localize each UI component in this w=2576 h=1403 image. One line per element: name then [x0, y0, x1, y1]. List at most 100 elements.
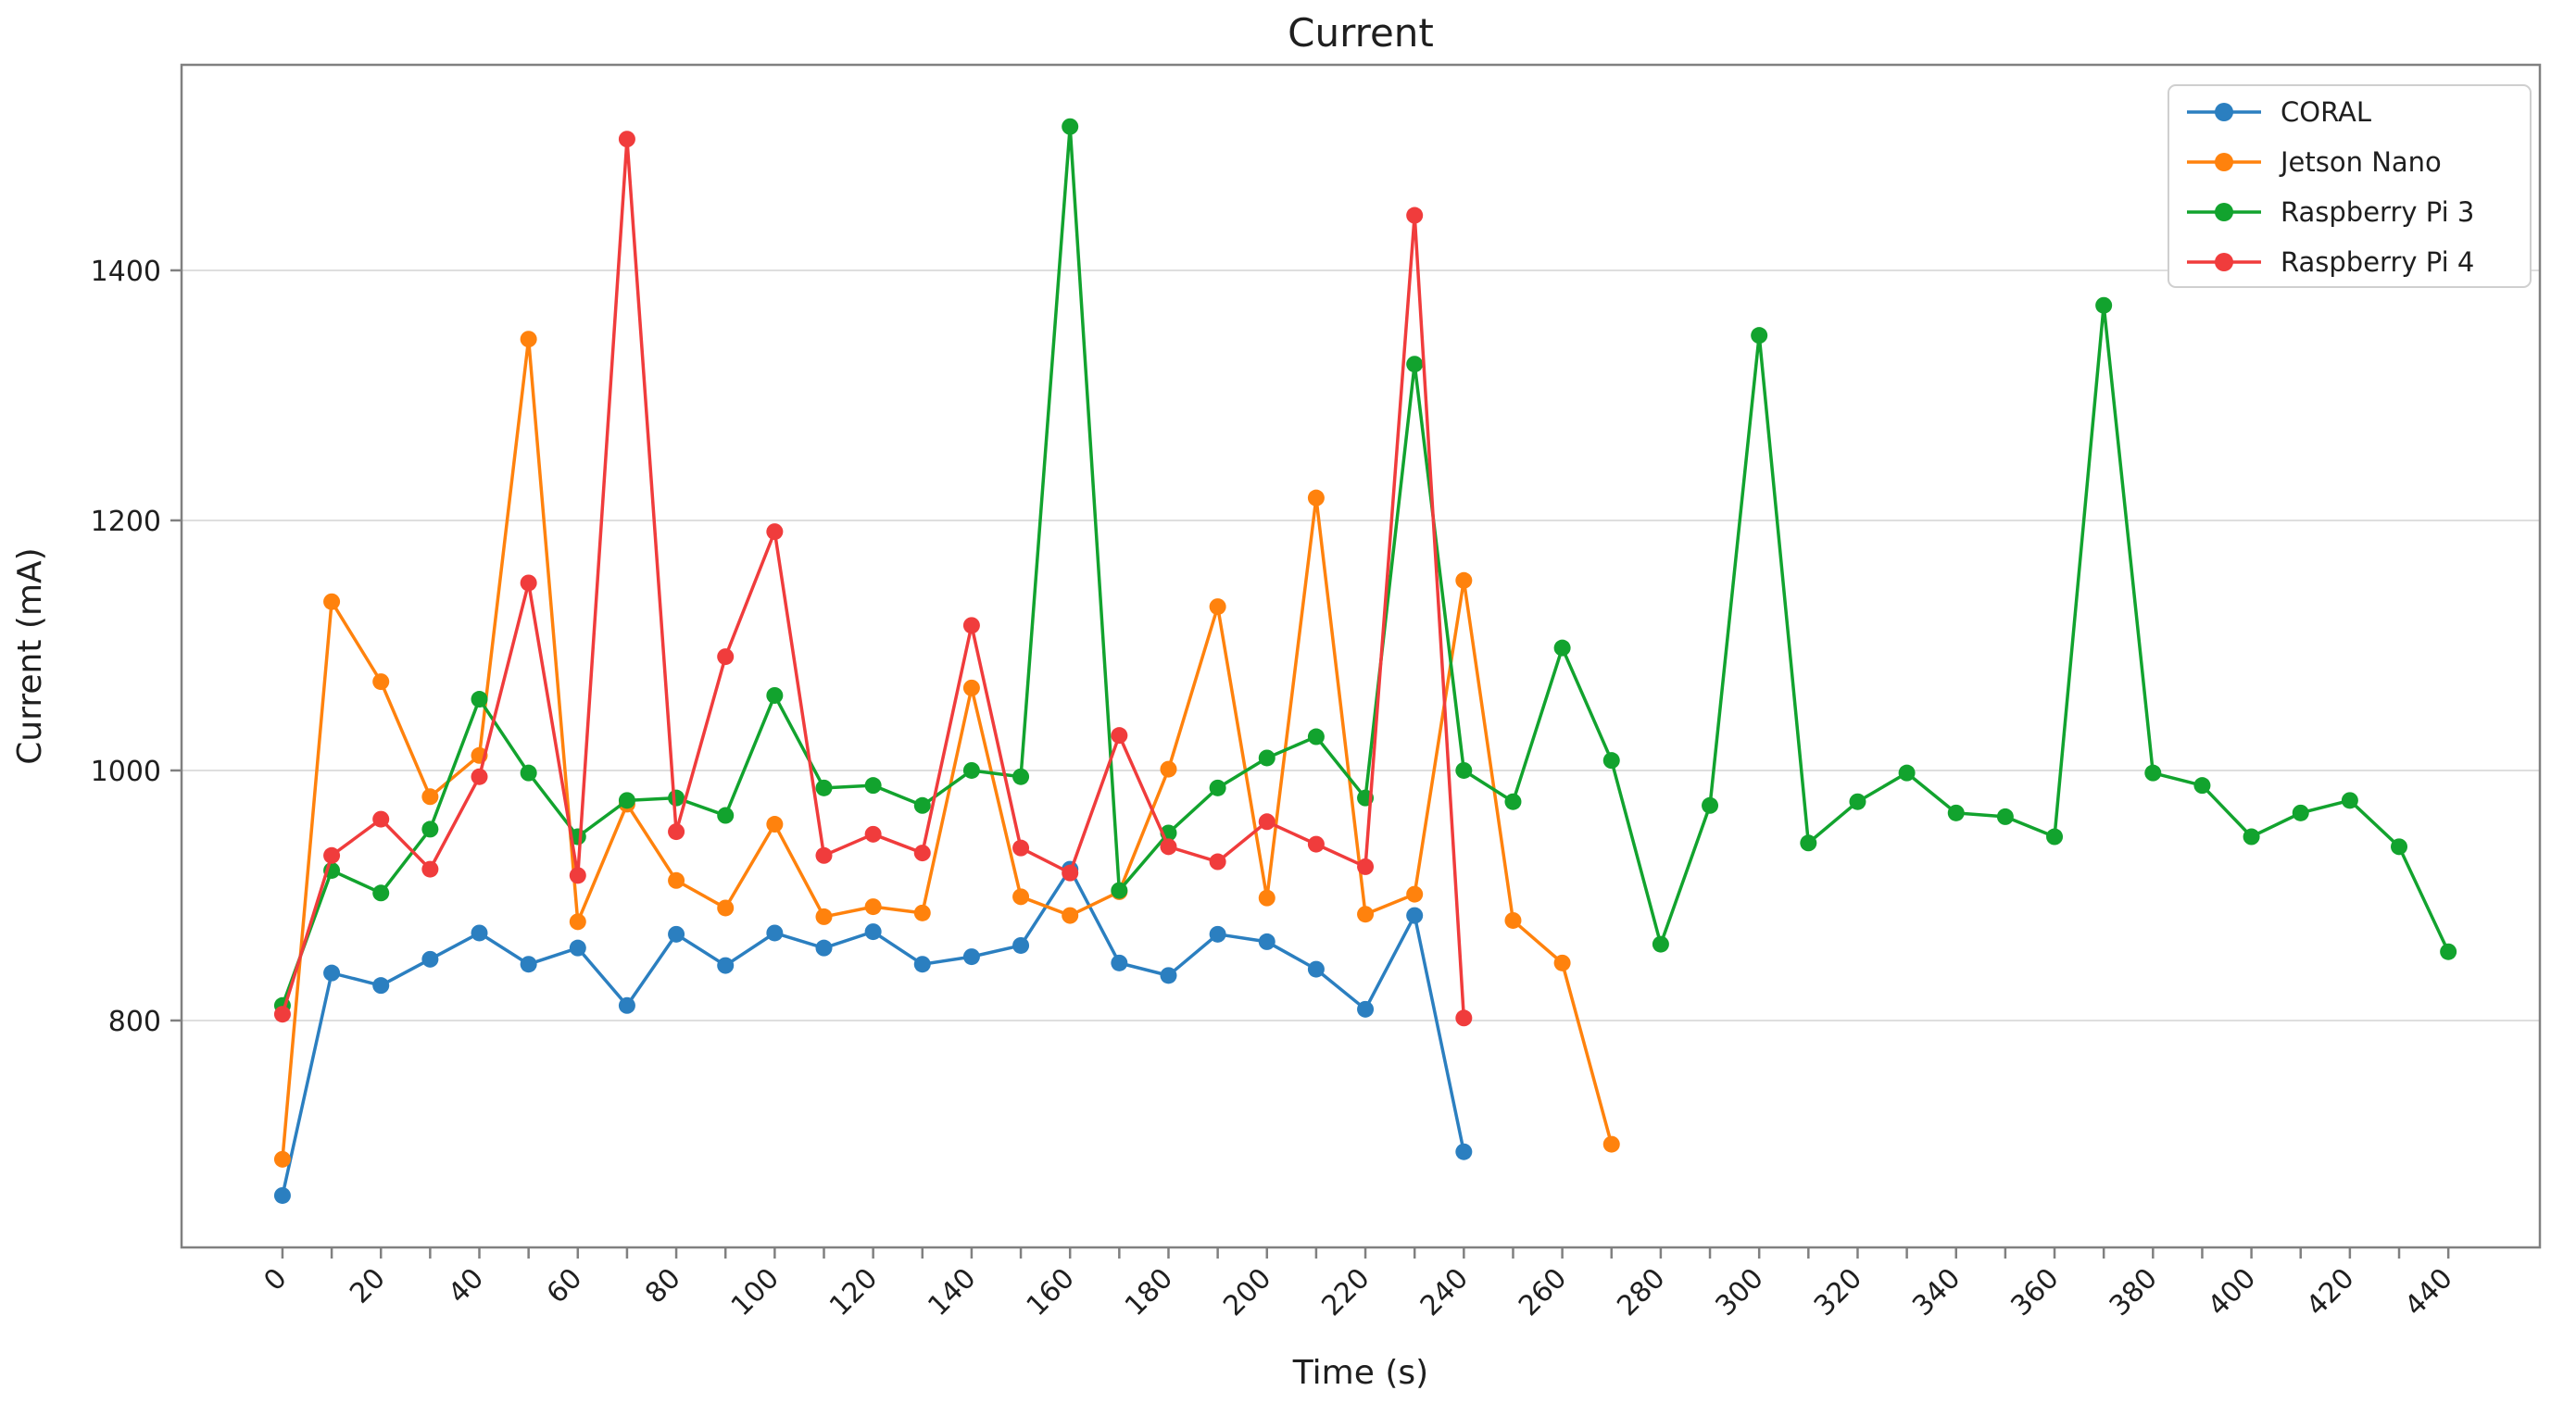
data-point-marker-t60 [569, 939, 586, 957]
legend-label: Jetson Nano [2279, 146, 2442, 178]
data-point-marker-t160 [1062, 907, 1079, 924]
y-tick-label-1200: 1200 [91, 506, 161, 538]
data-point-marker-t90 [717, 807, 735, 824]
data-point-marker-t30 [421, 821, 439, 838]
data-point-marker-t200 [1258, 813, 1275, 831]
data-point-marker-t230 [1406, 207, 1424, 224]
data-point-marker-t50 [520, 331, 537, 348]
data-point-marker-t90 [717, 957, 735, 974]
data-point-marker-t180 [1160, 760, 1177, 778]
axis-ticks [170, 269, 2450, 1259]
chart-title: Current [1288, 10, 1434, 56]
data-point-marker-t90 [717, 899, 735, 917]
data-point-marker-t260 [1553, 639, 1571, 657]
data-point-marker-t170 [1111, 954, 1128, 971]
data-point-marker-t150 [1012, 936, 1030, 954]
plot-border [180, 63, 2542, 1249]
data-point-marker-t340 [1947, 804, 1965, 821]
data-point-marker-t10 [323, 593, 341, 610]
data-point-marker-t210 [1307, 835, 1325, 853]
data-point-marker-t40 [471, 924, 488, 942]
data-point-marker-t10 [323, 846, 341, 864]
legend-marker-dot [2215, 103, 2233, 121]
data-point-marker-t10 [323, 964, 341, 982]
data-point-marker-t370 [2095, 296, 2113, 314]
legend-item-jetson-nano: Jetson Nano [2187, 146, 2442, 178]
data-point-marker-t160 [1062, 118, 1079, 135]
data-point-marker-t0 [273, 1150, 291, 1168]
data-point-marker-t210 [1307, 960, 1325, 978]
data-point-marker-t430 [2391, 838, 2408, 856]
data-point-marker-t140 [962, 761, 980, 779]
data-point-marker-t100 [766, 686, 784, 704]
data-point-marker-t150 [1012, 839, 1030, 857]
data-point-marker-t240 [1455, 1143, 1473, 1160]
data-point-marker-t150 [1012, 768, 1030, 785]
data-point-marker-t230 [1406, 885, 1424, 903]
legend: CORAL Jetson Nano Raspberry Pi 3 Raspberry … [2168, 84, 2532, 288]
data-point-marker-t70 [618, 792, 635, 809]
data-point-marker-t90 [717, 648, 735, 666]
data-point-marker-t230 [1406, 907, 1424, 924]
legend-label: Raspberry Pi 3 [2281, 196, 2474, 228]
data-point-marker-t110 [815, 779, 833, 796]
data-point-marker-t190 [1209, 853, 1226, 871]
data-point-marker-t350 [1996, 808, 2014, 825]
data-point-marker-t190 [1209, 779, 1226, 796]
data-point-marker-t190 [1209, 598, 1226, 616]
y-tick-label-1400: 1400 [91, 256, 161, 288]
data-point-marker-t130 [913, 796, 931, 814]
data-point-marker-t110 [815, 846, 833, 864]
data-point-marker-t50 [520, 574, 537, 592]
data-point-marker-t130 [913, 845, 931, 862]
x-axis-label: Time (s) [1292, 1354, 1428, 1392]
data-point-marker-t180 [1160, 838, 1177, 856]
data-point-marker-t60 [569, 913, 586, 931]
data-point-marker-t310 [1800, 834, 1817, 852]
data-point-marker-t20 [372, 977, 390, 995]
data-point-marker-t40 [471, 691, 488, 708]
data-point-marker-t140 [962, 617, 980, 634]
series-jetson-nano [273, 331, 1620, 1168]
data-point-marker-t410 [2292, 804, 2309, 821]
data-point-marker-t290 [1702, 796, 1719, 814]
legend-marker-dot [2215, 153, 2233, 171]
data-point-marker-t280 [1652, 935, 1669, 953]
data-point-marker-t120 [864, 923, 882, 941]
legend-box [2168, 84, 2532, 288]
data-point-marker-t140 [962, 948, 980, 966]
data-point-marker-t360 [2046, 828, 2064, 846]
series-raspberry-pi-4 [273, 131, 1473, 1027]
data-point-marker-t210 [1307, 728, 1325, 745]
data-point-marker-t150 [1012, 888, 1030, 906]
data-point-marker-t420 [2341, 792, 2358, 809]
gridlines [182, 269, 2540, 1021]
series-line [281, 337, 1614, 1159]
data-point-marker-t330 [1898, 764, 1916, 782]
data-point-marker-t100 [766, 523, 784, 541]
data-point-marker-t70 [618, 131, 635, 148]
data-point-marker-t80 [668, 871, 685, 889]
data-point-marker-t110 [815, 939, 833, 957]
data-point-marker-t30 [421, 950, 439, 968]
data-point-marker-t80 [668, 823, 685, 841]
data-point-marker-t240 [1455, 571, 1473, 589]
legend-label: Raspberry Pi 4 [2281, 246, 2474, 278]
y-tick-label-800: 800 [108, 1006, 161, 1038]
data-point-marker-t240 [1455, 761, 1473, 779]
data-point-marker-t30 [421, 860, 439, 878]
data-point-marker-t120 [864, 825, 882, 843]
legend-label: CORAL [2281, 96, 2371, 128]
data-point-marker-t200 [1258, 889, 1275, 907]
data-point-marker-t230 [1406, 356, 1424, 373]
data-point-marker-t170 [1111, 727, 1128, 745]
data-point-marker-t200 [1258, 749, 1275, 767]
data-point-marker-t40 [471, 768, 488, 785]
data-point-marker-t130 [913, 904, 931, 921]
legend-item-raspberry-pi-3: Raspberry Pi 3 [2187, 196, 2474, 228]
data-point-marker-t100 [766, 924, 784, 942]
legend-item-raspberry-pi-4: Raspberry Pi 4 [2187, 246, 2474, 278]
data-point-marker-t250 [1504, 911, 1522, 929]
data-point-marker-t240 [1455, 1009, 1473, 1027]
